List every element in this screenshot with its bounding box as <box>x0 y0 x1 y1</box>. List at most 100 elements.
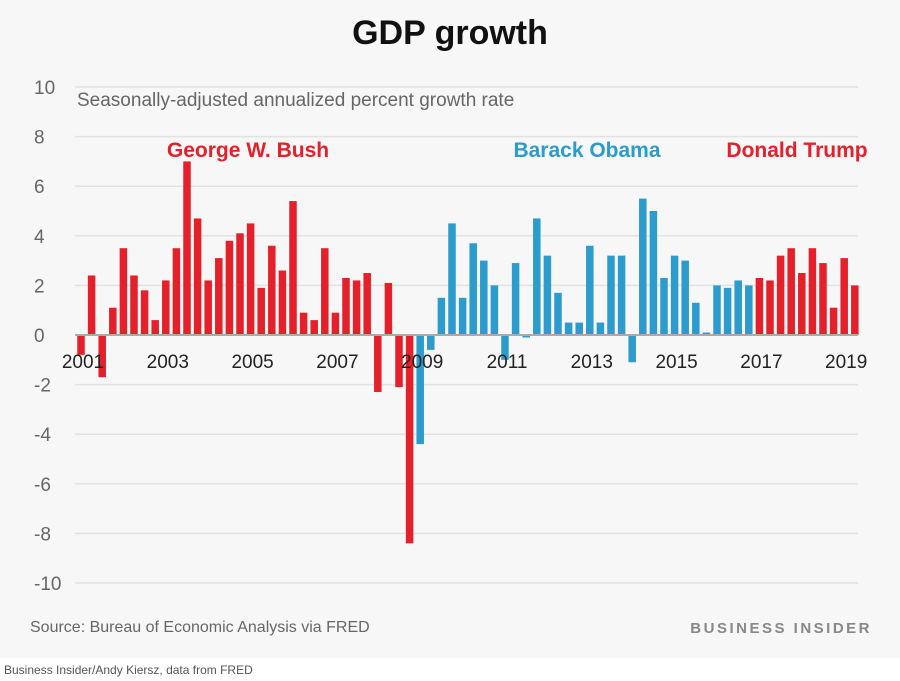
bar <box>787 248 795 335</box>
bar <box>448 223 456 335</box>
bar <box>745 285 753 335</box>
bar <box>405 335 414 544</box>
bar <box>130 275 138 335</box>
bar <box>278 270 287 335</box>
y-tick-label: -2 <box>34 376 51 397</box>
bar <box>734 280 742 335</box>
x-tick-label: 2011 <box>487 352 528 373</box>
chart-subtitle: Seasonally-adjusted annualized percent g… <box>77 90 514 111</box>
bar <box>363 273 371 335</box>
y-tick-label: 0 <box>34 326 45 347</box>
x-tick-label: 2015 <box>655 352 697 373</box>
bar <box>575 322 583 335</box>
bar <box>819 263 827 335</box>
bar <box>225 240 234 335</box>
bar <box>766 280 774 335</box>
bar <box>511 263 520 335</box>
x-tick-label: 2007 <box>316 352 358 373</box>
bar <box>681 260 689 335</box>
bar <box>586 245 594 335</box>
president-label: George W. Bush <box>167 139 329 162</box>
x-tick-label: 2013 <box>571 352 613 373</box>
bar <box>628 335 636 363</box>
bar <box>458 297 467 335</box>
bar <box>840 258 848 335</box>
y-tick-label: 4 <box>34 227 45 248</box>
bar <box>395 335 403 388</box>
bar <box>649 211 658 335</box>
y-tick-label: -8 <box>34 524 51 545</box>
bar <box>596 322 605 335</box>
bar <box>268 245 276 335</box>
gdp-bar-chart: -10 -8 -6 -4 -2 0 2 4 6 8 10 Seasonally-adjusted an… <box>34 78 868 595</box>
bar <box>808 248 817 335</box>
bar <box>119 248 128 335</box>
bar <box>98 335 106 378</box>
bar <box>702 332 711 335</box>
bar <box>257 287 265 335</box>
bar <box>427 335 435 350</box>
bar <box>829 307 838 335</box>
bar <box>469 243 477 335</box>
bar <box>140 290 149 335</box>
bar <box>246 223 255 335</box>
bar <box>533 218 541 335</box>
source-note: Source: Bureau of Economic Analysis via … <box>30 619 370 636</box>
president-label: Donald Trump <box>726 139 867 162</box>
y-tick-label: 10 <box>34 78 55 99</box>
y-tick-label: 2 <box>34 276 45 297</box>
bar <box>87 275 96 335</box>
x-tick-label: 2019 <box>825 352 867 373</box>
bar <box>480 260 488 335</box>
bar <box>77 335 85 355</box>
bar <box>501 335 509 360</box>
bar <box>331 312 340 335</box>
image-credit: Business Insider/Andy Kiersz, data from … <box>4 663 253 677</box>
bar <box>522 335 530 338</box>
x-tick-label: 2005 <box>231 352 273 373</box>
bar <box>289 201 297 335</box>
bar <box>564 322 573 335</box>
bar <box>490 285 499 335</box>
bar <box>607 255 615 335</box>
x-tick-label: 2003 <box>147 352 189 373</box>
bar <box>299 312 308 335</box>
bar <box>352 280 361 335</box>
bar <box>374 335 382 393</box>
bar <box>660 277 668 335</box>
bar <box>692 302 700 335</box>
y-tick-label: -10 <box>34 574 61 595</box>
x-tick-label: 2009 <box>401 352 443 373</box>
bar <box>776 255 785 335</box>
bar <box>215 258 223 335</box>
bar <box>755 277 764 335</box>
x-tick-label: 2017 <box>740 352 782 373</box>
bar <box>554 292 562 335</box>
bar <box>193 218 202 335</box>
bar <box>109 307 117 335</box>
bar <box>172 248 181 335</box>
bar <box>342 277 350 335</box>
bar <box>162 280 170 335</box>
bar <box>639 198 647 335</box>
brand-logo: BUSINESS INSIDER <box>690 620 872 637</box>
bar <box>384 282 393 335</box>
bar <box>670 255 679 335</box>
bar <box>151 320 159 335</box>
bar <box>310 320 318 335</box>
y-tick-label: 8 <box>34 128 45 149</box>
chart-title: GDP growth <box>352 14 548 52</box>
bar <box>723 287 732 335</box>
bar <box>713 285 721 335</box>
bar <box>798 273 806 335</box>
bar <box>437 297 446 335</box>
bar <box>236 233 244 335</box>
bar <box>617 255 626 335</box>
x-tick-label: 2001 <box>62 352 104 373</box>
president-label: Barack Obama <box>513 139 660 162</box>
bar <box>543 255 552 335</box>
bar <box>851 285 859 335</box>
y-tick-label: -6 <box>34 475 51 496</box>
y-tick-label: 6 <box>34 177 45 198</box>
y-tick-label: -4 <box>34 425 51 446</box>
